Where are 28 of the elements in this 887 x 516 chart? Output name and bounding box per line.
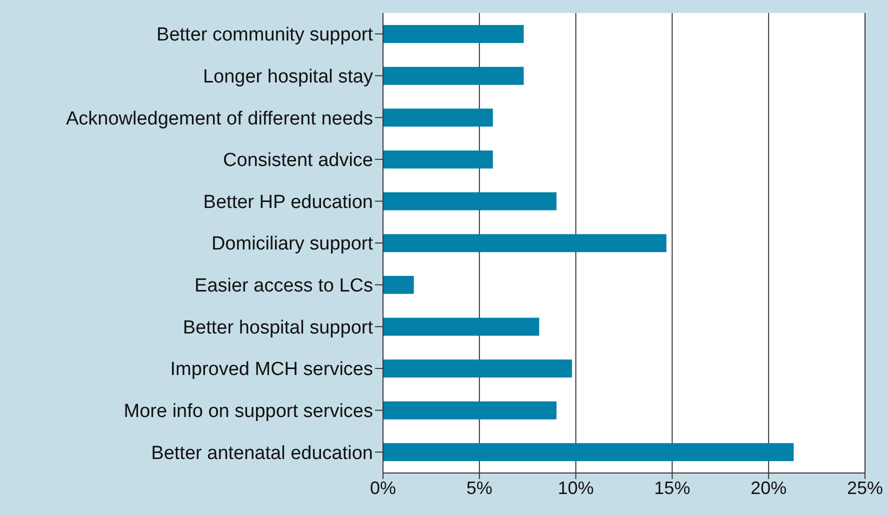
y-tick-label: Consistent advice bbox=[223, 150, 373, 172]
y-tick-label: Better HP education bbox=[203, 192, 373, 213]
bar bbox=[383, 108, 493, 127]
y-tick-label: Better antenatal education bbox=[151, 442, 373, 464]
bar bbox=[383, 150, 493, 168]
x-tick-label: 15% bbox=[654, 478, 690, 498]
bar bbox=[383, 443, 794, 462]
bar bbox=[383, 192, 557, 210]
x-tick-label: 10% bbox=[558, 478, 594, 498]
bar bbox=[383, 66, 524, 85]
y-tick-label: Better hospital support bbox=[182, 317, 374, 338]
bar bbox=[383, 318, 540, 336]
y-tick-label: Domiciliary support bbox=[211, 234, 374, 255]
y-tick-label: Improved MCH services bbox=[170, 359, 373, 380]
bar bbox=[383, 276, 414, 294]
bar bbox=[383, 401, 557, 420]
y-tick-label: Longer hospital stay bbox=[202, 66, 374, 88]
bar bbox=[383, 360, 572, 378]
y-tick-label: More info on support services bbox=[124, 401, 373, 422]
x-tick-label: 0% bbox=[370, 478, 396, 498]
bar bbox=[383, 25, 524, 43]
bar bbox=[383, 234, 666, 252]
y-tick-label: Acknowledgement of different needs bbox=[66, 108, 373, 130]
y-tick-label: Easier access to LCs bbox=[194, 276, 373, 297]
y-tick-label: Better community support bbox=[156, 24, 374, 46]
x-tick-label: 25% bbox=[846, 478, 884, 498]
x-tick-label: 20% bbox=[750, 478, 787, 498]
x-tick-label: 5% bbox=[466, 478, 492, 498]
